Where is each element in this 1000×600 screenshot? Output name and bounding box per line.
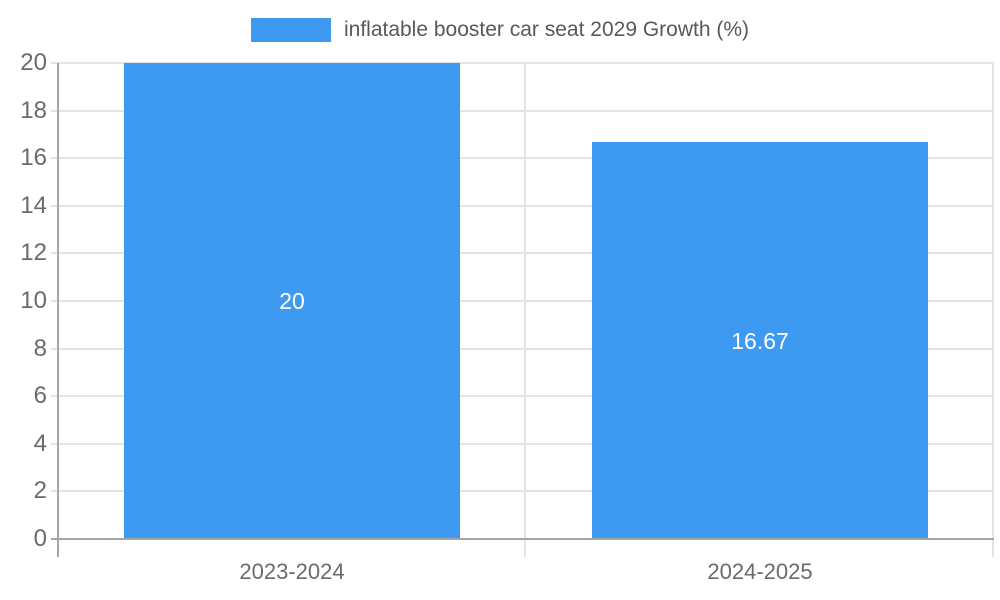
y-tick-label: 16 (20, 144, 47, 172)
x-axis-line (51, 538, 994, 540)
bar-value-label: 20 (279, 288, 305, 314)
y-gridline (51, 442, 994, 445)
x-tick-label: 2023-2024 (239, 559, 345, 584)
y-gridline (51, 62, 994, 64)
bar-2024-2025[interactable]: 16.67 (592, 142, 928, 539)
y-tick-label: 8 (33, 334, 47, 362)
x-gridline (992, 63, 994, 557)
y-gridline (51, 157, 994, 160)
bar-value-label: 16.67 (731, 327, 789, 354)
chart-legend[interactable]: inflatable booster car seat 2029 Growth … (0, 16, 1000, 44)
legend-label: inflatable booster car seat 2029 Growth … (343, 18, 750, 41)
x-gridline (524, 63, 526, 557)
y-tick-label: 0 (33, 525, 47, 552)
y-tick-label: 14 (20, 191, 47, 219)
y-tick-label: 2 (33, 477, 47, 505)
y-gridline (51, 490, 994, 493)
y-gridline (51, 347, 994, 350)
y-tick-label: 4 (33, 429, 47, 457)
y-tick-label: 18 (20, 96, 47, 124)
y-gridline (51, 109, 994, 112)
y-gridline (51, 300, 994, 302)
plot-area: 20 16.67 (51, 62, 994, 557)
y-tick-label: 10 (20, 287, 47, 314)
y-gridline (51, 252, 994, 255)
y-tick-label: 6 (33, 382, 47, 410)
bar-2023-2024[interactable]: 20 (124, 63, 460, 539)
y-tick-label: 12 (20, 239, 47, 267)
x-tick-label: 2024-2025 (707, 559, 813, 584)
y-axis-line (57, 63, 59, 557)
y-tick-label: 20 (20, 49, 47, 76)
legend-swatch (250, 18, 331, 42)
y-gridline (51, 395, 994, 398)
y-gridline (51, 204, 994, 207)
